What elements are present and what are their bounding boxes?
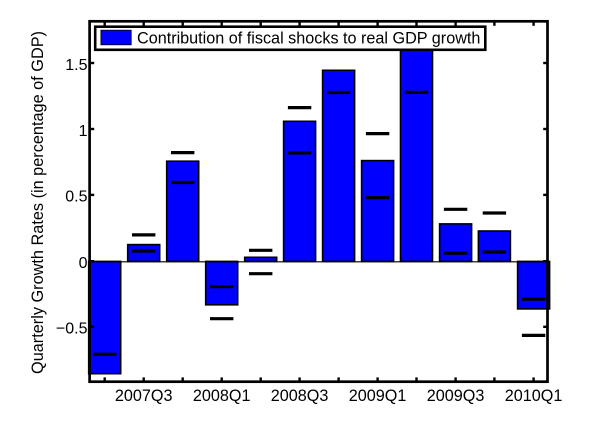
svg-text:2008Q3: 2008Q3: [271, 387, 329, 405]
svg-text:2008Q1: 2008Q1: [193, 387, 251, 405]
svg-text:0: 0: [79, 255, 88, 272]
svg-text:Quarterly Growth Rates (in per: Quarterly Growth Rates (in percentage of…: [29, 31, 47, 374]
svg-text:−0.5: −0.5: [56, 321, 88, 338]
svg-text:0.5: 0.5: [65, 189, 87, 206]
svg-text:1.5: 1.5: [65, 57, 87, 74]
svg-text:2010Q1: 2010Q1: [505, 387, 563, 405]
svg-text:2007Q3: 2007Q3: [115, 387, 173, 405]
svg-text:1: 1: [79, 123, 88, 140]
svg-text:Contribution of fiscal shocks: Contribution of fiscal shocks to real GD…: [137, 29, 480, 47]
svg-text:2009Q3: 2009Q3: [427, 387, 485, 405]
svg-text:2009Q1: 2009Q1: [349, 387, 407, 405]
